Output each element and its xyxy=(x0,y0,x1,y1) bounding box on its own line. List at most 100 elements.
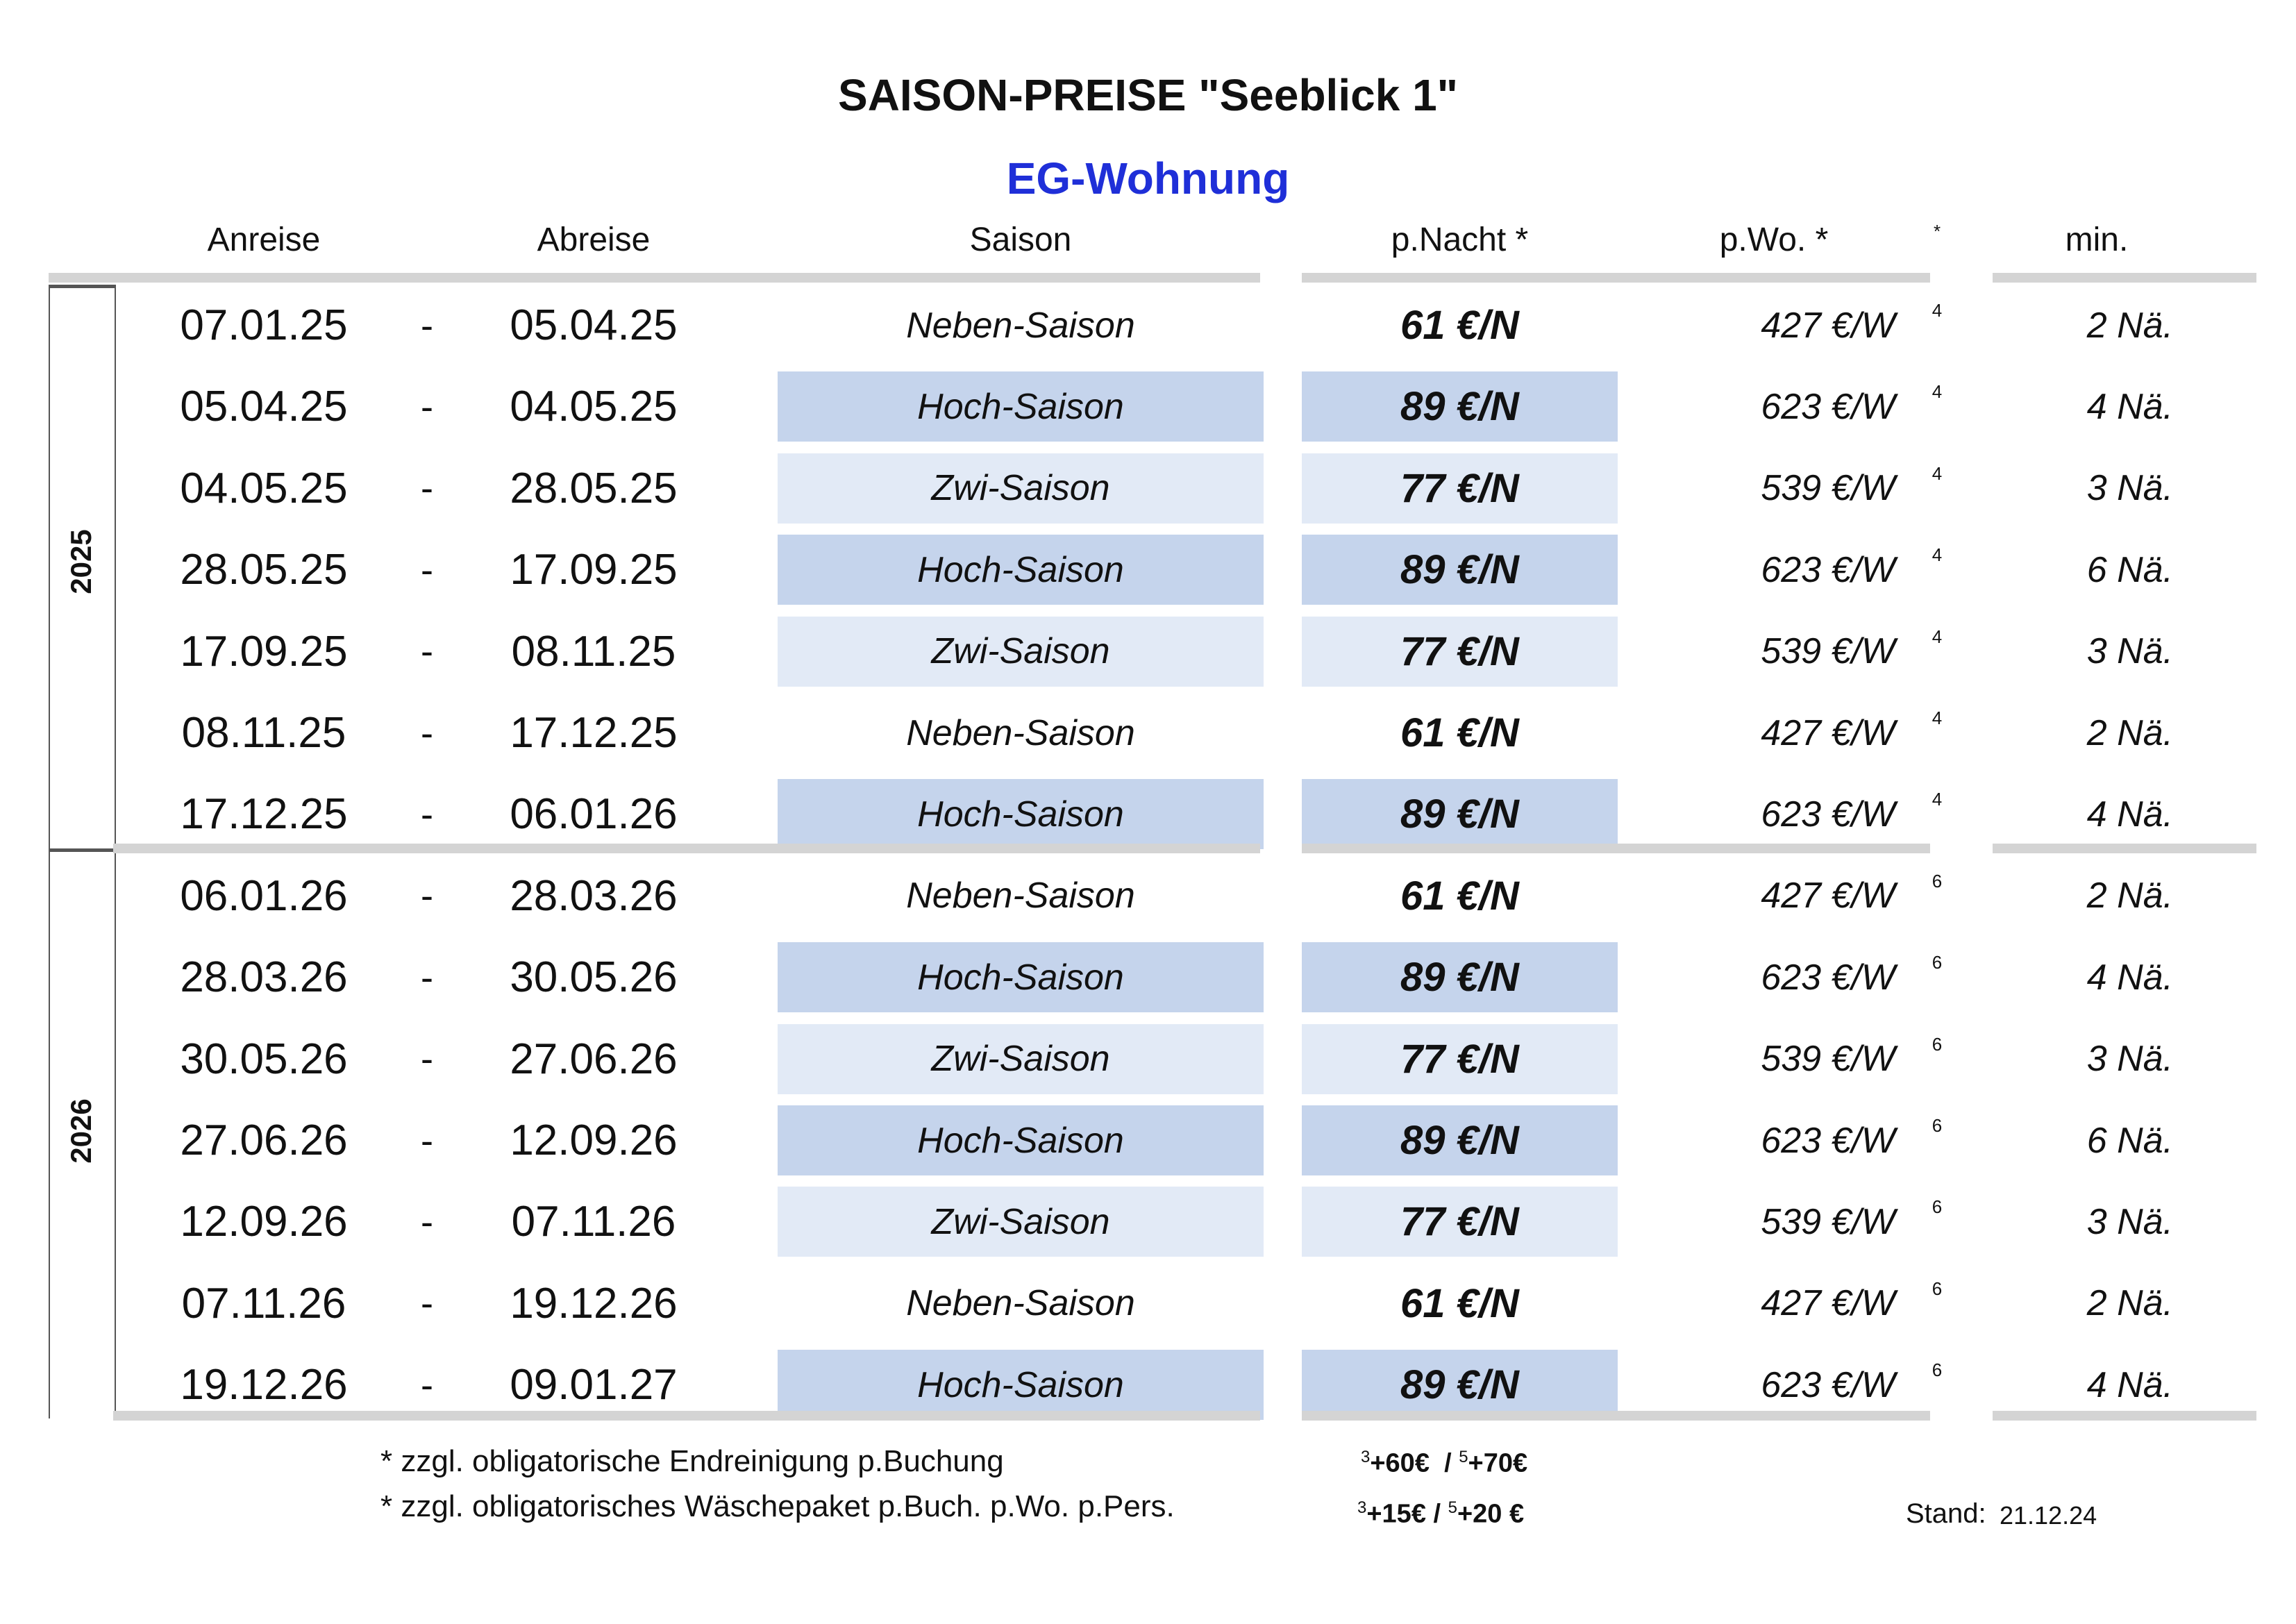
divider-bar xyxy=(1993,1411,2256,1421)
row-price-week: 623 €/W xyxy=(1761,549,1895,590)
price-cell-bg xyxy=(1302,1105,1618,1175)
row-footnote-ref: 4 xyxy=(1932,789,1943,810)
row-anreise: 04.05.25 xyxy=(180,464,348,512)
row-price-night: 61 €/N xyxy=(1400,873,1519,919)
row-price-week: 539 €/W xyxy=(1761,1039,1895,1080)
row-min-nights: 4 Nä. xyxy=(2086,1364,2173,1405)
row-min-nights: 3 Nä. xyxy=(2086,1201,2173,1242)
row-footnote-ref: 4 xyxy=(1932,626,1943,647)
row-anreise: 05.04.25 xyxy=(180,383,348,431)
season-cell-bg xyxy=(778,1350,1264,1421)
row-min-nights: 4 Nä. xyxy=(2086,957,2173,998)
header-nacht: p.Nacht * xyxy=(1391,221,1529,258)
row-dash: - xyxy=(421,1038,433,1080)
row-min-nights: 4 Nä. xyxy=(2086,794,2173,835)
row-abreise: 17.09.25 xyxy=(510,546,678,594)
row-season: Zwi-Saison xyxy=(931,1039,1110,1080)
table-row: 27.06.26 - 12.09.26 Hoch-Saison 89 €/N 623 €/… xyxy=(0,1100,2296,1181)
price-cell-bg xyxy=(1302,942,1618,1013)
row-dash: - xyxy=(421,956,433,998)
fee-cleaning-sup-b: 5 xyxy=(1459,1448,1468,1466)
fee-linen-sup-a: 3 xyxy=(1357,1498,1367,1517)
row-min-nights: 2 Nä. xyxy=(2086,1283,2173,1324)
row-anreise: 17.12.25 xyxy=(180,790,348,839)
table-row: 05.04.25 - 04.05.25 Hoch-Saison 89 €/N 623 €/… xyxy=(0,366,2296,447)
header-woche: p.Wo. * xyxy=(1719,221,1829,258)
row-price-week: 427 €/W xyxy=(1761,712,1895,753)
row-anreise: 07.01.25 xyxy=(180,301,348,349)
row-footnote-ref: 6 xyxy=(1932,1196,1943,1218)
row-footnote-ref: 4 xyxy=(1932,381,1943,403)
price-cell-bg xyxy=(1302,1187,1618,1257)
row-abreise: 06.01.26 xyxy=(510,790,678,839)
row-price-week: 539 €/W xyxy=(1761,631,1895,672)
fee-linen-value-b: +20 € xyxy=(1457,1499,1525,1529)
row-price-night: 61 €/N xyxy=(1400,1280,1519,1326)
table-row: 08.11.25 - 17.12.25 Neben-Saison 61 €/N 427 €… xyxy=(0,692,2296,773)
stand-label: Stand: xyxy=(1906,1498,1986,1529)
table-row: 17.12.25 - 06.01.26 Hoch-Saison 89 €/N 623 €/… xyxy=(0,773,2296,855)
header-star: * xyxy=(1933,221,1941,242)
season-cell-bg xyxy=(778,942,1264,1013)
row-price-night: 89 €/N xyxy=(1400,955,1519,1001)
row-price-night: 61 €/N xyxy=(1400,710,1519,755)
row-season: Neben-Saison xyxy=(906,305,1135,346)
row-min-nights: 3 Nä. xyxy=(2086,468,2173,509)
table-row: 07.01.25 - 05.04.25 Neben-Saison 61 €/N 427 €… xyxy=(0,285,2296,366)
row-dash: - xyxy=(421,1282,433,1325)
divider-bar xyxy=(113,844,1260,853)
season-cell-bg xyxy=(778,1187,1264,1257)
row-price-night: 89 €/N xyxy=(1400,792,1519,837)
table-row: 07.11.26 - 19.12.26 Neben-Saison 61 €/N 427 €… xyxy=(0,1263,2296,1344)
row-season: Zwi-Saison xyxy=(931,631,1110,672)
row-anreise: 06.01.26 xyxy=(180,871,348,920)
row-price-week: 623 €/W xyxy=(1761,957,1895,998)
row-abreise: 30.05.26 xyxy=(510,953,678,1002)
year-box-2025 xyxy=(49,285,116,852)
row-footnote-ref: 4 xyxy=(1932,708,1943,728)
price-cell-bg xyxy=(1302,371,1618,442)
row-season: Zwi-Saison xyxy=(931,1201,1110,1242)
row-abreise: 17.12.25 xyxy=(510,709,678,757)
row-anreise: 08.11.25 xyxy=(181,709,346,757)
row-season: Zwi-Saison xyxy=(931,468,1110,509)
table-row: 30.05.26 - 27.06.26 Zwi-Saison 77 €/N 539 €/W… xyxy=(0,1019,2296,1100)
row-season: Hoch-Saison xyxy=(917,794,1124,835)
stand-date: 21.12.24 xyxy=(2000,1501,2097,1530)
row-min-nights: 6 Nä. xyxy=(2086,549,2173,590)
season-cell-bg xyxy=(778,779,1264,850)
row-price-night: 77 €/N xyxy=(1400,628,1519,674)
row-price-night: 77 €/N xyxy=(1400,1199,1519,1245)
row-footnote-ref: 6 xyxy=(1932,952,1943,973)
price-cell-bg xyxy=(1302,453,1618,524)
row-min-nights: 6 Nä. xyxy=(2086,1120,2173,1161)
row-season: Neben-Saison xyxy=(906,712,1135,753)
row-min-nights: 2 Nä. xyxy=(2086,305,2173,346)
row-footnote-ref: 6 xyxy=(1932,870,1943,891)
row-season: Hoch-Saison xyxy=(917,1120,1124,1161)
table-row: 04.05.25 - 28.05.25 Zwi-Saison 77 €/N 539 €/W… xyxy=(0,448,2296,529)
row-dash: - xyxy=(421,875,433,917)
divider-bar xyxy=(1993,844,2256,853)
row-price-night: 89 €/N xyxy=(1400,1118,1519,1163)
page-title: SAISON-PREISE "Seeblick 1" xyxy=(838,70,1458,120)
price-cell-bg xyxy=(1302,1023,1618,1094)
row-dash: - xyxy=(421,385,433,428)
row-abreise: 07.11.26 xyxy=(511,1198,676,1246)
row-abreise: 28.05.25 xyxy=(510,464,678,512)
row-footnote-ref: 6 xyxy=(1932,1278,1943,1299)
row-anreise: 17.09.25 xyxy=(180,627,348,676)
row-min-nights: 2 Nä. xyxy=(2086,876,2173,916)
row-dash: - xyxy=(421,304,433,346)
fee-linen-value-a: +15€ / xyxy=(1366,1499,1448,1529)
fee-linen: 3+15€ / 5+20 € xyxy=(1357,1498,1524,1530)
row-price-night: 89 €/N xyxy=(1400,547,1519,593)
row-anreise: 12.09.26 xyxy=(180,1198,348,1246)
row-abreise: 12.09.26 xyxy=(510,1116,678,1164)
row-anreise: 28.03.26 xyxy=(180,953,348,1002)
row-abreise: 09.01.27 xyxy=(510,1361,678,1409)
row-footnote-ref: 6 xyxy=(1932,1033,1943,1055)
row-price-week: 427 €/W xyxy=(1761,305,1895,346)
season-cell-bg xyxy=(778,371,1264,442)
header-min: min. xyxy=(2065,221,2129,258)
